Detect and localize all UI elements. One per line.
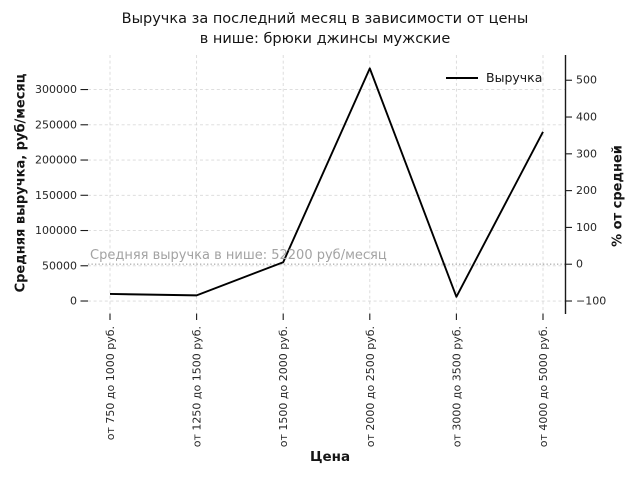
left-tick-label: 100000 xyxy=(35,224,77,237)
x-tick-label: от 4000 до 5000 руб. xyxy=(537,326,550,447)
right-tick-label: 200 xyxy=(576,184,597,197)
right-tick-label: 300 xyxy=(576,147,597,160)
x-axis-label: Цена xyxy=(309,449,351,465)
right-tick-label: 500 xyxy=(576,74,597,87)
chart-title: Выручка за последний месяц в зависимости… xyxy=(5,9,640,49)
left-tick-label: 300000 xyxy=(35,83,77,96)
y-axis-label-right: % от средней xyxy=(610,145,626,247)
average-line-annotation: Средняя выручка в нише: 52200 руб/месяц xyxy=(90,248,387,263)
left-tick-label: 150000 xyxy=(35,189,77,202)
y-axis-label-left: Средняя выручка, руб/месяц xyxy=(13,73,29,293)
left-tick-label: 200000 xyxy=(35,154,77,167)
x-tick-label: от 1500 до 2000 руб. xyxy=(277,326,290,447)
x-tick-label: от 1250 до 1500 руб. xyxy=(191,326,204,447)
left-tick-label: 0 xyxy=(70,295,77,308)
x-tick-label: от 750 до 1000 руб. xyxy=(104,326,117,440)
revenue-line xyxy=(109,67,544,298)
chart-title-line-1: Выручка за последний месяц в зависимости… xyxy=(121,11,529,27)
right-tick-label: 400 xyxy=(576,111,597,124)
x-tick-label: от 3000 до 3500 руб. xyxy=(450,326,463,447)
legend: Выручка xyxy=(446,70,542,85)
right-tick-label: 100 xyxy=(576,221,597,234)
right-tick-label: 0 xyxy=(576,258,583,271)
left-tick-label: 250000 xyxy=(35,118,77,131)
right-tick-label: −100 xyxy=(576,295,606,308)
left-tick-label: 50000 xyxy=(42,259,77,272)
chart-title-line-2: в нише: брюки джинсы мужские xyxy=(199,31,451,47)
x-tick-label: от 2000 до 2500 руб. xyxy=(364,326,377,447)
legend-line-sample-icon xyxy=(446,76,478,79)
legend-label: Выручка xyxy=(486,70,543,85)
